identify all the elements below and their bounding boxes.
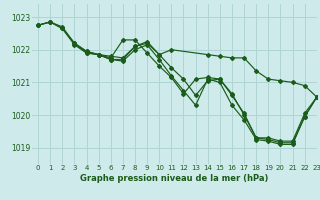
- X-axis label: Graphe pression niveau de la mer (hPa): Graphe pression niveau de la mer (hPa): [80, 174, 268, 183]
